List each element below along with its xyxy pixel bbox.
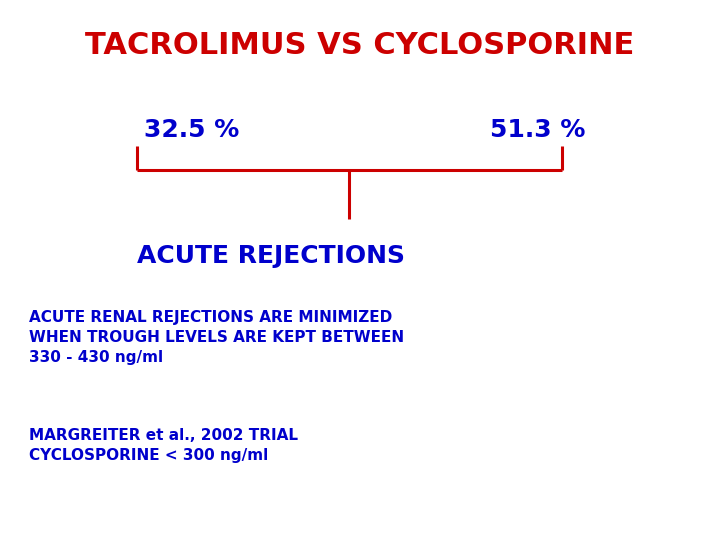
Text: 32.5 %: 32.5 % bbox=[144, 118, 239, 141]
Text: TACROLIMUS VS CYCLOSPORINE: TACROLIMUS VS CYCLOSPORINE bbox=[86, 31, 634, 60]
Text: ACUTE RENAL REJECTIONS ARE MINIMIZED
WHEN TROUGH LEVELS ARE KEPT BETWEEN
330 - 4: ACUTE RENAL REJECTIONS ARE MINIMIZED WHE… bbox=[29, 310, 404, 365]
Text: MARGREITER et al., 2002 TRIAL
CYCLOSPORINE < 300 ng/ml: MARGREITER et al., 2002 TRIAL CYCLOSPORI… bbox=[29, 428, 298, 463]
Text: ACUTE REJECTIONS: ACUTE REJECTIONS bbox=[137, 245, 405, 268]
Text: 51.3 %: 51.3 % bbox=[490, 118, 585, 141]
